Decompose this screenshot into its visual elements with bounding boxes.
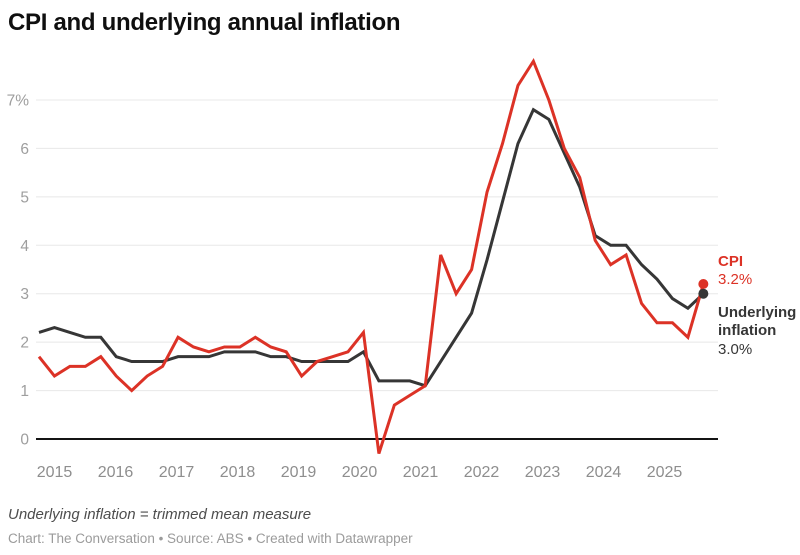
underlying-value-label: 3.0% xyxy=(718,341,753,358)
x-tick-label: 2023 xyxy=(525,464,561,481)
x-tick-label: 2025 xyxy=(647,464,683,481)
y-tick-label: 5 xyxy=(20,189,29,206)
underlying-series-label: Underlying inflation xyxy=(718,304,797,339)
x-tick-label: 2015 xyxy=(37,464,73,481)
cpi-line xyxy=(37,57,705,454)
source-caption: Chart: The Conversation • Source: ABS • … xyxy=(8,531,413,546)
footnote: Underlying inflation = trimmed mean meas… xyxy=(8,506,312,523)
y-tick-label: 1 xyxy=(20,383,29,400)
x-tick-label: 2019 xyxy=(281,464,317,481)
y-tick-label: 7% xyxy=(7,92,30,109)
x-tick-label: 2024 xyxy=(586,464,622,481)
y-tick-label: 6 xyxy=(20,141,29,158)
cpi-series-label: CPI xyxy=(718,253,744,270)
x-tick-label: 2017 xyxy=(159,464,195,481)
chart-title: CPI and underlying annual inflation xyxy=(8,9,401,36)
y-tick-label: 3 xyxy=(20,286,29,303)
y-tick-label: 2 xyxy=(20,335,29,352)
chart-canvas: 7% 6 5 4 3 2 1 0 2015 2016 2017 2018 2019 2020 2021 202… xyxy=(7,57,718,481)
x-tick-label: 2020 xyxy=(342,464,378,481)
cpi-end-dot xyxy=(698,279,709,290)
underlying-inflation-end-dot xyxy=(698,288,709,299)
underlying-inflation-line xyxy=(38,107,705,388)
x-tick-label: 2018 xyxy=(220,464,256,481)
x-tick-label: 2021 xyxy=(403,464,439,481)
x-tick-label: 2016 xyxy=(98,464,134,481)
x-tick-label: 2022 xyxy=(464,464,500,481)
cpi-value-label: 3.2% xyxy=(718,271,753,288)
y-tick-label: 4 xyxy=(20,238,29,255)
y-tick-label: 0 xyxy=(20,432,29,449)
